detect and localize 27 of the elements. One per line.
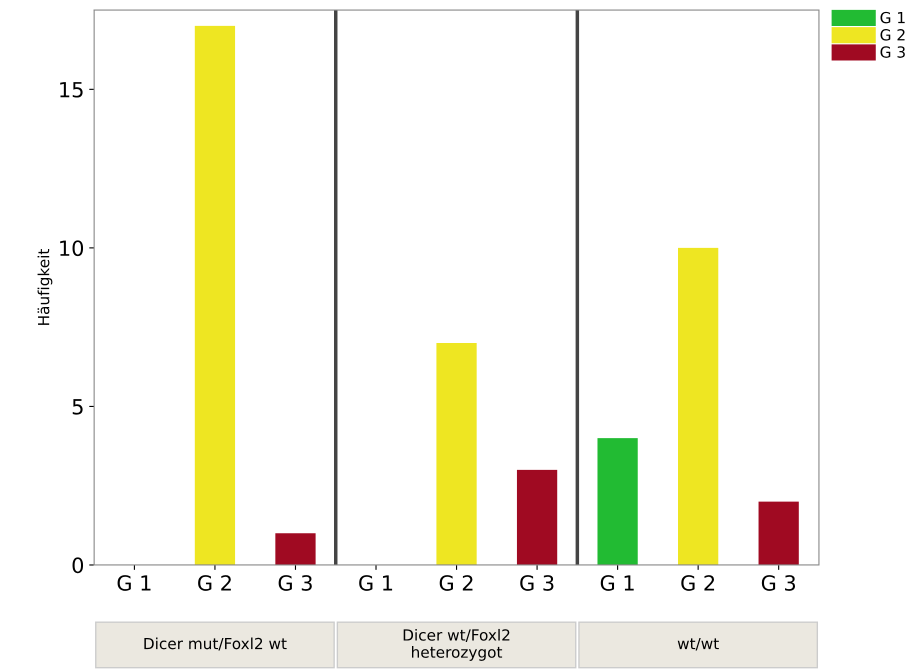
bar xyxy=(678,248,718,565)
y-axis-title: Häufigkeit xyxy=(38,249,52,325)
x-tick-label: G 2 xyxy=(198,575,231,591)
x-tick-label: G 3 xyxy=(278,575,312,591)
bar xyxy=(194,26,236,565)
x-tick-label: G 2 xyxy=(681,575,714,591)
text: Dicer wt/Foxl2 heterozygot xyxy=(404,628,510,661)
x-tick-label: G 3 xyxy=(762,575,796,591)
text: wt/wt xyxy=(678,638,719,651)
bar xyxy=(516,470,558,565)
bar xyxy=(758,502,799,565)
text: Dicer mut/Foxl2 wt xyxy=(144,637,287,651)
bar xyxy=(597,438,638,565)
x-tick-label: G 3 xyxy=(520,575,554,591)
legend-label: G 1 xyxy=(880,12,905,24)
y-tick-label: 5 xyxy=(72,399,83,415)
y-tick-label: 15 xyxy=(60,82,83,98)
x-tick-label: G 1 xyxy=(359,575,392,591)
y-tick-label: 0 xyxy=(72,557,84,574)
bar xyxy=(436,343,477,565)
legend-label: G 3 xyxy=(880,46,905,58)
x-tick-label: G 2 xyxy=(440,575,472,591)
x-tick-label: G 1 xyxy=(600,575,634,591)
legend-label: G 2 xyxy=(880,29,905,41)
y-tick-label: 10 xyxy=(60,240,84,256)
bar xyxy=(275,533,316,565)
x-tick-label: G 1 xyxy=(118,575,150,591)
